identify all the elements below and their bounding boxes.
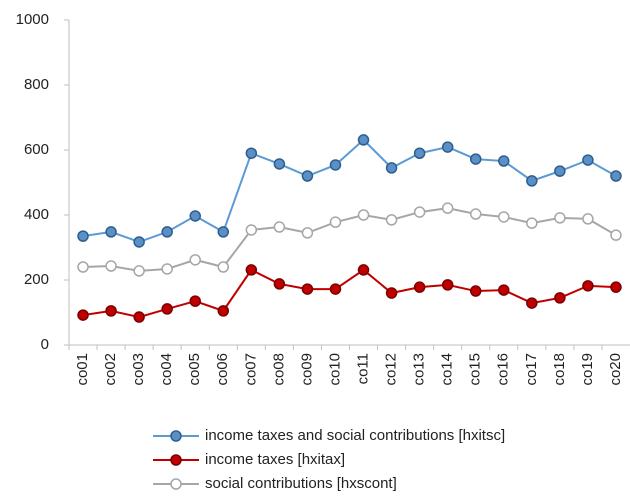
marker (582, 154, 594, 166)
x-tick-label: co04 (158, 353, 175, 386)
marker (329, 159, 342, 171)
marker (526, 217, 538, 229)
marker (217, 305, 230, 317)
marker (329, 283, 342, 295)
marker (441, 141, 454, 153)
legend-label: income taxes [hxitax] (205, 451, 345, 468)
x-tick-label: co16 (495, 353, 512, 386)
marker (189, 254, 201, 266)
y-tick-label: 0 (41, 336, 49, 353)
marker (245, 264, 258, 276)
marker (357, 209, 370, 221)
marker (610, 229, 622, 241)
marker (413, 206, 426, 218)
marker (105, 226, 117, 238)
y-tick-label: 600 (24, 141, 49, 158)
x-tick-label: co07 (242, 353, 259, 386)
marker (77, 261, 89, 273)
x-tick-label: co11 (354, 353, 371, 384)
series-line (82, 207, 617, 272)
marker (526, 175, 538, 187)
marker (498, 155, 510, 167)
marker (189, 210, 201, 222)
marker (610, 170, 622, 182)
marker (413, 147, 426, 159)
marker (133, 236, 145, 248)
marker (301, 227, 314, 239)
marker (554, 165, 566, 177)
marker (273, 158, 286, 170)
marker (161, 263, 173, 275)
marker (273, 278, 286, 290)
x-tick-label: co20 (607, 353, 624, 386)
x-tick-label: co02 (102, 353, 119, 386)
marker (217, 226, 230, 238)
legend-label: income taxes and social contributions [h… (205, 427, 505, 444)
x-tick-label: co19 (579, 353, 596, 386)
marker (245, 224, 258, 236)
x-tick-label: co03 (130, 353, 147, 386)
marker (441, 279, 454, 291)
marker (385, 162, 398, 174)
marker (105, 305, 117, 317)
marker (77, 230, 89, 242)
marker (357, 264, 370, 276)
marker (498, 284, 510, 296)
legend-label: social contributions [hxscont] (205, 475, 397, 492)
marker (161, 303, 173, 315)
x-tick-label: co12 (383, 353, 400, 386)
marker (582, 213, 594, 225)
y-tick-label: 400 (24, 206, 49, 223)
x-tick-label: co17 (523, 353, 540, 386)
marker (498, 211, 510, 223)
marker (554, 212, 566, 224)
marker (554, 292, 566, 304)
x-tick-label: co18 (551, 353, 568, 386)
marker (469, 208, 482, 220)
marker (161, 226, 173, 238)
marker (385, 214, 398, 226)
marker (105, 260, 117, 272)
x-tick-label: co08 (270, 353, 287, 386)
x-tick-label: co01 (74, 353, 91, 386)
x-tick-label: co09 (298, 353, 315, 386)
marker (413, 281, 426, 293)
marker (77, 309, 89, 321)
marker (329, 216, 342, 228)
y-tick-label: 1000 (16, 11, 49, 28)
marker (469, 285, 482, 297)
marker (189, 295, 201, 307)
marker (301, 283, 314, 295)
marker (133, 311, 145, 323)
x-tick-label: co05 (186, 353, 203, 386)
x-tick-label: co06 (214, 353, 231, 386)
marker (357, 134, 370, 146)
marker (582, 280, 594, 292)
x-tick-label: co10 (326, 353, 343, 386)
marker (469, 153, 482, 165)
x-tick-label: co13 (411, 353, 428, 386)
y-tick-label: 800 (24, 76, 49, 93)
y-tick-label: 200 (24, 271, 49, 288)
legend-marker (170, 478, 182, 490)
marker (133, 265, 145, 277)
marker (245, 147, 258, 159)
legend-marker (170, 430, 182, 442)
x-tick-label: co15 (467, 353, 484, 386)
marker (301, 170, 314, 182)
marker (610, 281, 622, 293)
marker (217, 261, 230, 273)
marker (441, 202, 454, 214)
marker (273, 221, 286, 233)
x-tick-label: co14 (439, 353, 456, 386)
marker (526, 297, 538, 309)
legend-marker (170, 454, 182, 466)
marker (385, 287, 398, 299)
